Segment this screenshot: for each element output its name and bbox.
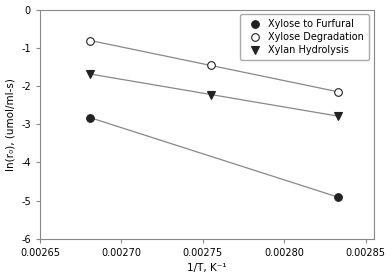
X-axis label: 1/T, K⁻¹: 1/T, K⁻¹ [187,263,227,273]
Line: Xylan Hydrolysis: Xylan Hydrolysis [87,70,342,120]
Xylose to Furfural [88,116,93,119]
Xylose Degradation [88,39,93,42]
Xylose to Furfural [336,196,340,199]
Y-axis label: ln(r₀), (umol/ml-s): ln(r₀), (umol/ml-s) [5,78,16,171]
Line: Xylose Degradation: Xylose Degradation [87,37,342,96]
Xylan Hydrolysis [209,93,213,96]
Xylan Hydrolysis [88,72,93,76]
Legend: Xylose to Furfural, Xylose Degradation, Xylan Hydrolysis: Xylose to Furfural, Xylose Degradation, … [240,15,369,60]
Line: Xylose to Furfural: Xylose to Furfural [87,114,342,201]
Xylose Degradation [209,64,213,67]
Xylan Hydrolysis [336,114,340,118]
Xylose Degradation [336,90,340,93]
